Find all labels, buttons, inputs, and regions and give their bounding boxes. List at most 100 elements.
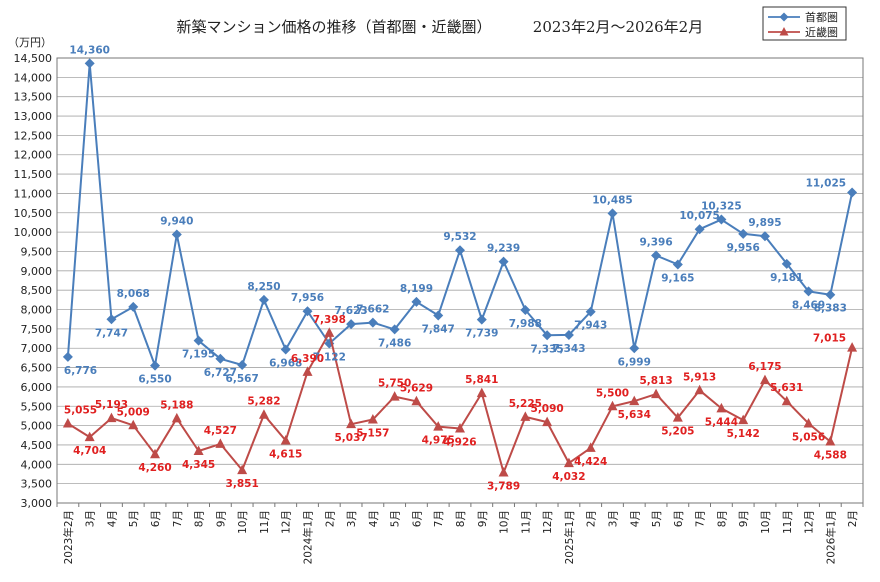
x-tick-label: 2025年1月 — [563, 510, 576, 564]
data-point — [171, 229, 182, 240]
x-tick-label: 6月 — [411, 510, 423, 527]
data-label: 14,360 — [69, 44, 110, 56]
x-tick-label: 4月 — [629, 510, 641, 527]
data-point — [825, 289, 836, 300]
x-tick-label: 7月 — [172, 510, 184, 527]
x-tick-label: 7月 — [433, 510, 445, 527]
data-point — [847, 342, 858, 352]
x-tick-label: 7月 — [695, 510, 707, 527]
data-point — [694, 224, 705, 235]
data-label: 10,485 — [592, 194, 633, 206]
data-point — [738, 414, 749, 425]
y-tick-label: 13,000 — [14, 110, 53, 123]
data-point — [694, 384, 705, 395]
data-label: 8,068 — [117, 288, 150, 300]
data-label: 4,345 — [182, 459, 215, 471]
x-tick-label: 12月 — [542, 510, 554, 534]
y-tick-label: 10,500 — [14, 207, 53, 220]
x-tick-label: 9月 — [215, 510, 227, 527]
x-tick-label: 6月 — [150, 510, 162, 527]
y-tick-label: 5,000 — [21, 420, 53, 433]
data-point — [585, 442, 596, 452]
legend: 首都圏 近畿圏 — [762, 6, 847, 41]
data-point — [476, 387, 487, 398]
data-label: 5,009 — [117, 406, 150, 418]
data-point — [781, 395, 792, 406]
x-tick-label: 4月 — [368, 510, 380, 527]
data-label: 9,239 — [487, 243, 520, 255]
y-tick-label: 4,000 — [21, 458, 53, 471]
x-tick-label: 12月 — [281, 510, 293, 534]
data-label: 5,631 — [770, 382, 803, 394]
y-tick-label: 10,000 — [14, 226, 53, 239]
data-label: 7,335 — [531, 343, 564, 355]
data-label: 4,975 — [422, 435, 455, 447]
data-point — [520, 411, 531, 421]
data-point — [433, 310, 444, 321]
data-label: 8,250 — [247, 281, 280, 293]
data-label: 8,469 — [792, 299, 825, 311]
data-label: 10,075 — [679, 210, 720, 222]
y-tick-label: 12,000 — [14, 149, 53, 162]
x-tick-label: 2023年2月 — [62, 510, 75, 564]
y-tick-label: 9,500 — [21, 245, 53, 258]
data-label: 6,175 — [748, 361, 781, 373]
data-point — [62, 351, 73, 362]
data-label: 7,015 — [813, 333, 846, 345]
data-label: 7,988 — [509, 318, 542, 330]
legend-marker-kinki — [779, 27, 789, 36]
x-tick-label: 2024年1月 — [302, 510, 315, 564]
data-point — [672, 412, 683, 422]
y-axis: 3,000 3,500 4,000 4,500 5,000 5,500 6,000 6,500… — [14, 52, 53, 510]
y-tick-label: 4,500 — [21, 439, 53, 452]
y-tick-label: 3,000 — [21, 497, 53, 510]
data-point — [520, 304, 531, 315]
data-point — [476, 314, 487, 325]
data-point — [542, 330, 553, 341]
x-tick-label: 5月 — [390, 510, 402, 527]
legend-box — [762, 6, 847, 41]
x-axis: 2023年2月 3月 4月 5月 6月 7月 8月 9月 10月 11月 12月 2024年1月 2月 3… — [56, 503, 864, 564]
data-point — [389, 324, 400, 335]
x-tick-label: 5月 — [651, 510, 663, 527]
data-label: 7,122 — [313, 351, 346, 363]
data-label: 4,588 — [814, 450, 847, 462]
x-tick-label: 2月 — [586, 510, 598, 527]
data-point — [411, 395, 422, 406]
y-tick-label: 12,500 — [14, 129, 53, 142]
data-point — [629, 395, 640, 406]
x-tick-label: 10月 — [760, 510, 772, 534]
y-tick-label: 14,500 — [14, 52, 53, 65]
data-label: 5,037 — [334, 432, 367, 444]
y-tick-label: 7,500 — [21, 323, 53, 336]
data-label: 5,205 — [661, 426, 694, 438]
data-point — [237, 464, 248, 475]
x-tick-label: 11月 — [520, 510, 532, 534]
data-point — [367, 414, 378, 424]
x-tick-label: 10月 — [499, 510, 511, 534]
data-label: 5,055 — [64, 404, 97, 416]
y-tick-label: 11,500 — [14, 168, 53, 181]
data-point — [128, 301, 139, 312]
x-tick-label: 8月 — [716, 510, 728, 527]
data-point — [302, 306, 313, 317]
data-point — [716, 402, 727, 413]
data-point — [781, 258, 792, 269]
y-tick-label: 7,000 — [21, 342, 53, 355]
data-label: 11,025 — [806, 177, 847, 189]
data-point — [563, 329, 574, 340]
data-point — [411, 296, 422, 307]
data-label: 8,199 — [400, 283, 433, 295]
data-point — [258, 409, 269, 419]
series-group — [62, 58, 858, 477]
data-point — [585, 306, 596, 317]
y-tick-label: 14,000 — [14, 71, 53, 84]
data-label: 5,282 — [247, 396, 280, 408]
x-tick-label: 5月 — [128, 510, 140, 527]
data-label: 5,813 — [639, 375, 672, 387]
data-label: 5,142 — [727, 428, 760, 440]
data-label: 5,188 — [160, 399, 193, 411]
data-label: 5,056 — [792, 431, 825, 443]
data-label: 7,739 — [465, 328, 498, 340]
data-label: 5,750 — [378, 378, 411, 390]
